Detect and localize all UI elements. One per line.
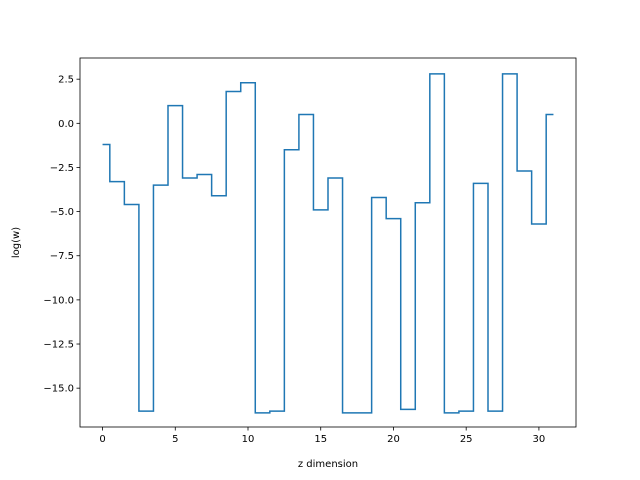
x-tick-label: 30 — [533, 434, 546, 445]
axes-frame — [79, 57, 577, 428]
y-tick-label: −7.5 — [50, 251, 74, 262]
x-tick-label: 10 — [242, 434, 255, 445]
y-tick-label: −10.0 — [43, 295, 74, 306]
y-tick-label: −15.0 — [43, 384, 74, 395]
y-axis-label: log(w) — [11, 227, 22, 258]
series-line-0 — [102, 73, 554, 414]
y-tick-label: −5.0 — [50, 207, 74, 218]
series-layer — [102, 73, 554, 414]
x-tick-label: 5 — [172, 434, 178, 445]
x-axis-label: z dimension — [298, 459, 358, 470]
x-tick-label: 20 — [387, 434, 400, 445]
y-tick-label: 0.0 — [58, 119, 74, 130]
plot-area — [80, 58, 576, 427]
x-tick-label: 25 — [460, 434, 473, 445]
y-tick-label: 2.5 — [58, 75, 74, 86]
y-axis: 2.5 0.0 −2.5 −5.0 −7.5 −10.0 −12.5 −15.0 — [43, 75, 80, 395]
y-tick-label: −2.5 — [50, 163, 74, 174]
y-tick-label: −12.5 — [43, 340, 74, 351]
x-axis: 0 5 10 15 20 25 30 — [99, 427, 545, 445]
x-tick-label: 15 — [314, 434, 327, 445]
x-tick-label: 0 — [99, 434, 105, 445]
